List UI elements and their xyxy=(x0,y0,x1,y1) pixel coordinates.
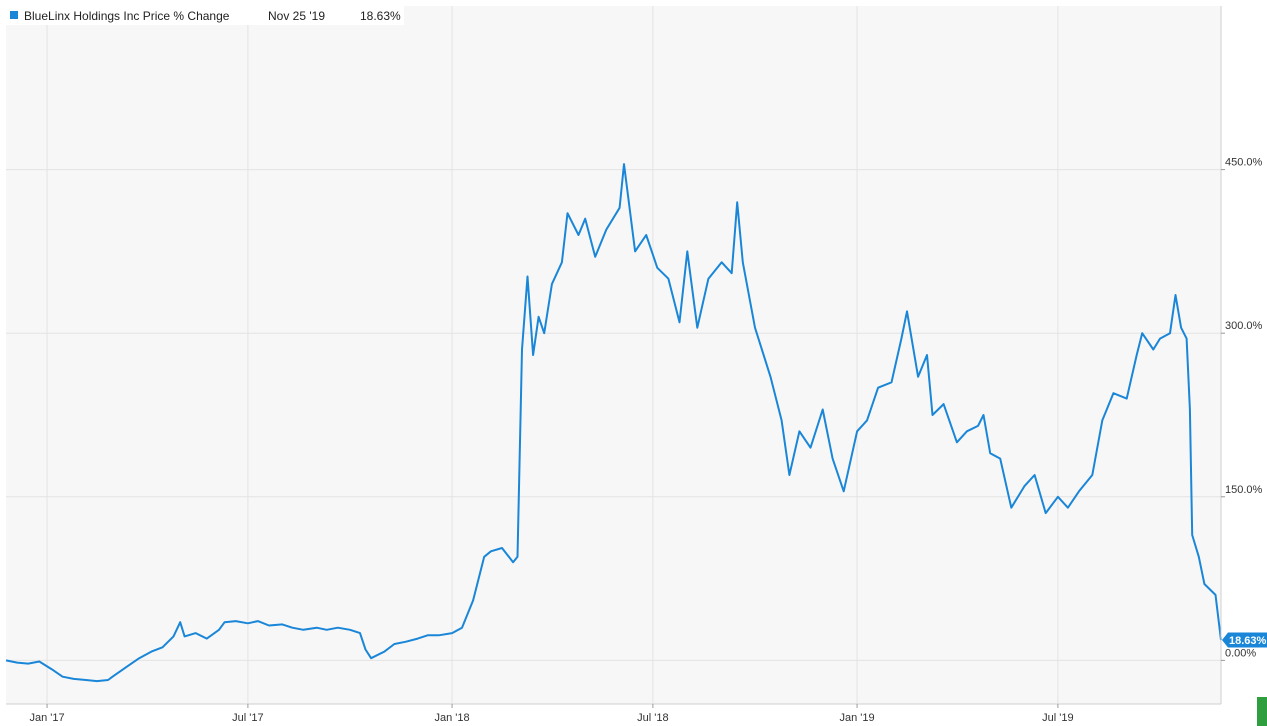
legend-date: Nov 25 '19 xyxy=(268,9,325,23)
y-tick-label: 150.0% xyxy=(1225,484,1263,496)
corner-marker xyxy=(1257,697,1267,726)
x-tick-label: Jul '17 xyxy=(232,712,263,724)
y-axis-ticks: 450.0% 300.0% 150.0% 0.00% xyxy=(1221,157,1263,661)
last-value-badge: 18.63% xyxy=(1222,632,1267,648)
y-tick-label: 300.0% xyxy=(1225,320,1263,332)
square-marker-icon xyxy=(10,11,18,19)
x-tick-label: Jan '18 xyxy=(434,712,469,724)
x-axis-ticks: Jan '17 Jul '17 Jan '18 Jul '18 Jan '19 Jul '… xyxy=(29,704,1074,724)
x-tick-label: Jul '18 xyxy=(637,712,668,724)
series-layer xyxy=(5,163,1222,683)
y-tick-label: 0.00% xyxy=(1225,647,1256,659)
y-tick-label: 450.0% xyxy=(1225,157,1263,169)
series-line xyxy=(5,163,1222,683)
x-tick-label: Jul '19 xyxy=(1042,712,1073,724)
legend: BlueLinx Holdings Inc Price % Change Nov… xyxy=(6,6,404,25)
legend-series-name: BlueLinx Holdings Inc Price % Change xyxy=(24,9,230,23)
x-tick-label: Jan '17 xyxy=(29,712,64,724)
x-tick-label: Jan '19 xyxy=(839,712,874,724)
last-value-label: 18.63% xyxy=(1229,635,1267,647)
legend-background xyxy=(6,6,404,25)
last-value-badge-shape xyxy=(1222,632,1267,648)
legend-value: 18.63% xyxy=(360,9,401,23)
plot-area xyxy=(6,6,1221,704)
